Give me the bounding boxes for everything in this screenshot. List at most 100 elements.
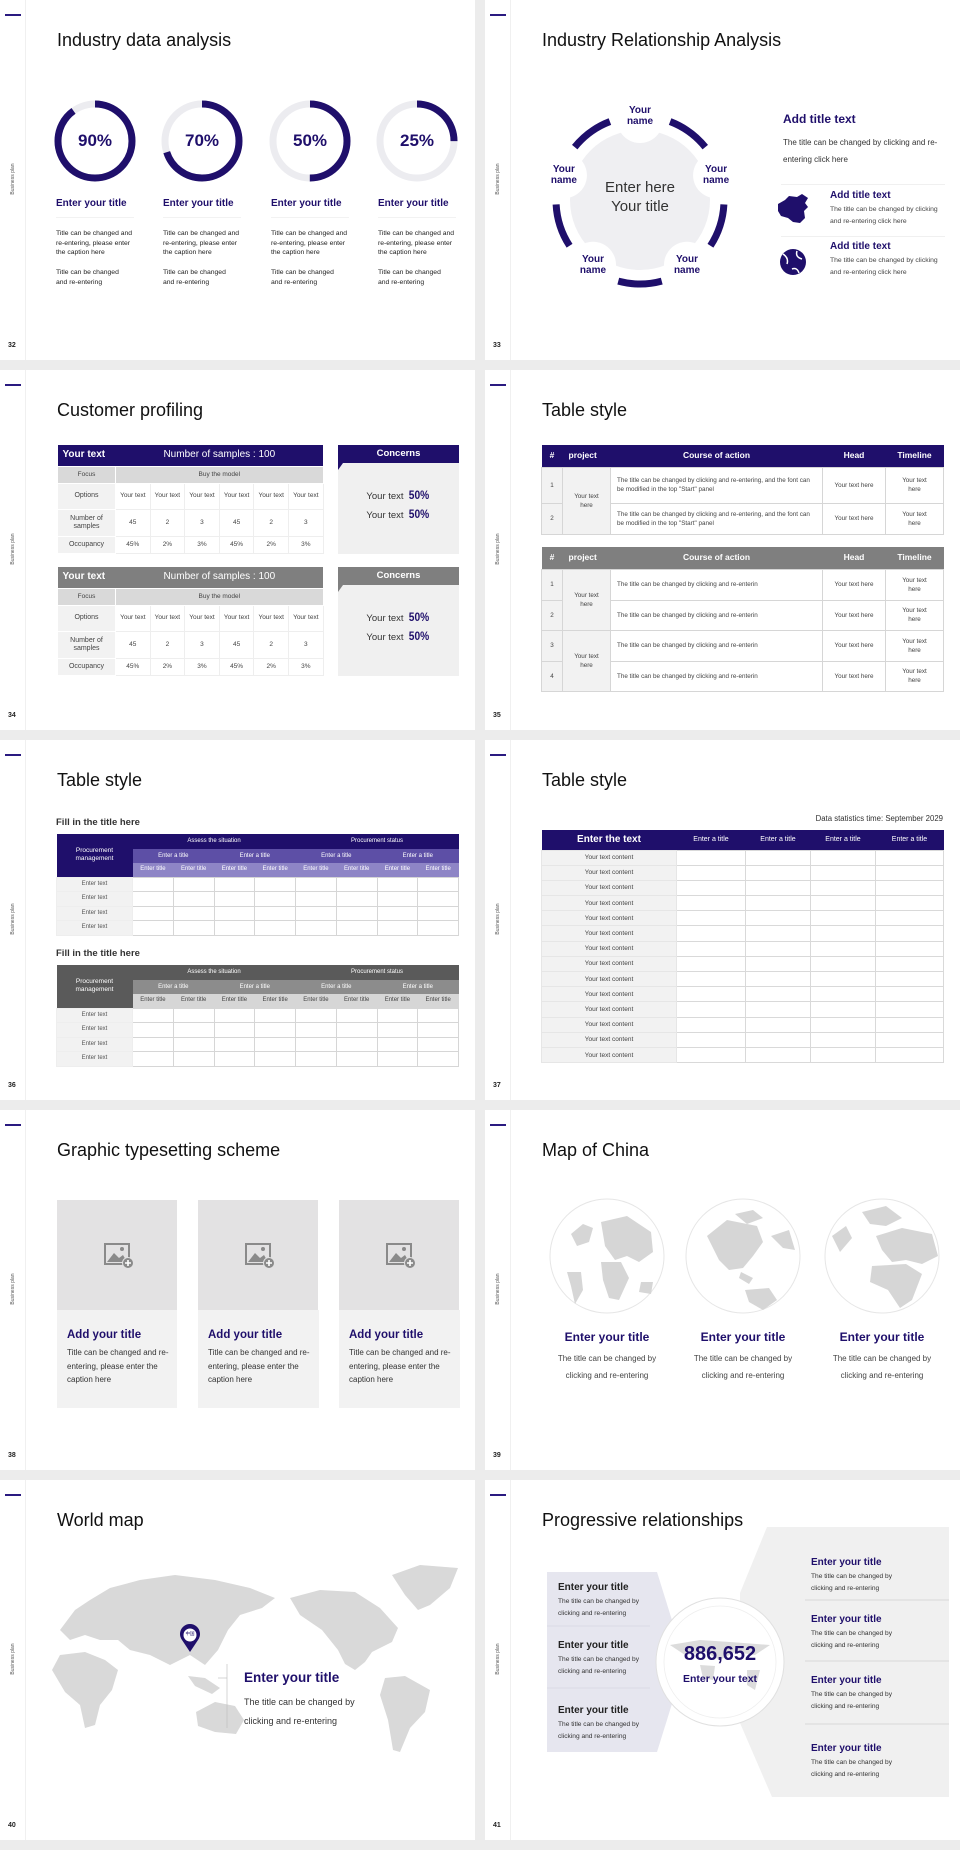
table-cell[interactable] [875, 1016, 944, 1033]
table-cell[interactable] [132, 920, 174, 936]
table-cell[interactable] [676, 986, 746, 1003]
table-cell[interactable] [810, 925, 876, 942]
table-cell[interactable] [810, 1046, 876, 1064]
table-cell[interactable] [132, 1022, 174, 1038]
table-cell[interactable] [875, 1031, 944, 1048]
slide-41[interactable]: Business plan 41 Progressive relationships… [485, 1480, 960, 1840]
table-cell[interactable] [172, 920, 215, 936]
table-cell[interactable] [295, 1036, 337, 1052]
table-cell[interactable] [676, 1016, 746, 1033]
slide-40[interactable]: Business plan 40 World map 中国 Enter your tit… [0, 1480, 475, 1840]
table-cell[interactable] [132, 1036, 174, 1052]
table-cell[interactable] [213, 1051, 256, 1067]
table-cell[interactable] [172, 1007, 215, 1023]
table-cell[interactable] [875, 1001, 944, 1018]
table-cell[interactable] [335, 876, 378, 892]
table-cell[interactable] [172, 905, 215, 921]
table-cell[interactable] [254, 1036, 296, 1052]
table-cell[interactable] [132, 1007, 174, 1023]
table-cell[interactable] [376, 1051, 419, 1067]
table-cell[interactable] [172, 891, 215, 907]
table-cell[interactable] [875, 955, 944, 973]
table-cell[interactable] [810, 1031, 876, 1048]
table-cell[interactable] [417, 1036, 460, 1052]
table-cell[interactable] [676, 940, 746, 957]
table-cell[interactable] [875, 970, 944, 988]
table-cell[interactable] [213, 1036, 256, 1052]
action-cell[interactable]: The title can be changed by clicking and… [610, 629, 823, 662]
table-cell[interactable] [213, 1022, 256, 1038]
table-cell[interactable] [376, 891, 419, 907]
table-cell[interactable] [295, 891, 337, 907]
table-cell[interactable] [417, 1022, 460, 1038]
table-cell[interactable] [172, 876, 215, 892]
table-cell[interactable] [810, 940, 876, 957]
table-cell[interactable] [335, 920, 378, 936]
table-cell[interactable] [254, 1051, 296, 1067]
table-cell[interactable] [254, 1022, 296, 1038]
table-cell[interactable] [745, 940, 811, 957]
table-cell[interactable] [745, 910, 811, 927]
table-cell[interactable] [676, 970, 746, 988]
action-cell[interactable]: The title can be changed by clicking and… [610, 466, 823, 504]
table-cell[interactable] [745, 864, 811, 881]
table-cell[interactable] [376, 1007, 419, 1023]
table-cell[interactable] [676, 955, 746, 973]
table-cell[interactable] [335, 1051, 378, 1067]
table-cell[interactable] [810, 879, 876, 897]
table-cell[interactable] [213, 876, 256, 892]
table-cell[interactable] [132, 1051, 174, 1067]
table-cell[interactable] [417, 905, 460, 921]
table-cell[interactable] [376, 876, 419, 892]
table-cell[interactable] [745, 955, 811, 973]
slide-37[interactable]: Business plan 37 Table style Data statistic… [485, 740, 960, 1100]
table-cell[interactable] [676, 849, 746, 866]
table-cell[interactable] [676, 864, 746, 881]
table-cell[interactable] [810, 910, 876, 927]
table-cell[interactable] [875, 910, 944, 927]
table-cell[interactable] [745, 970, 811, 988]
table-cell[interactable] [745, 1031, 811, 1048]
table-cell[interactable] [335, 905, 378, 921]
table-cell[interactable] [745, 849, 811, 866]
slide-34[interactable]: Business plan 34 Customer profiling Your te… [0, 370, 475, 730]
table-cell[interactable] [295, 1022, 337, 1038]
image-placeholder[interactable] [339, 1200, 459, 1310]
action-cell[interactable]: The title can be changed by clicking and… [610, 502, 823, 535]
table-cell[interactable] [213, 1007, 256, 1023]
table-cell[interactable] [335, 891, 378, 907]
table-cell[interactable] [875, 895, 944, 912]
action-cell[interactable]: The title can be changed by clicking and… [610, 568, 823, 601]
table-cell[interactable] [295, 1007, 337, 1023]
table-cell[interactable] [745, 1001, 811, 1018]
table-cell[interactable] [417, 876, 460, 892]
slide-36[interactable]: Business plan 36 Table style Fill in the ti… [0, 740, 475, 1100]
table-cell[interactable] [376, 905, 419, 921]
table-cell[interactable] [745, 1016, 811, 1033]
table-cell[interactable] [335, 1007, 378, 1023]
table-cell[interactable] [875, 849, 944, 866]
table-cell[interactable] [810, 895, 876, 912]
table-cell[interactable] [810, 955, 876, 973]
table-cell[interactable] [417, 920, 460, 936]
table-cell[interactable] [810, 1001, 876, 1018]
table-cell[interactable] [213, 905, 256, 921]
table-cell[interactable] [417, 891, 460, 907]
table-cell[interactable] [810, 849, 876, 866]
table-cell[interactable] [676, 1046, 746, 1064]
slide-33[interactable]: Business plan 33 Industry Relationship Ana… [485, 0, 960, 360]
image-placeholder[interactable] [57, 1200, 177, 1310]
action-cell[interactable]: The title can be changed by clicking and… [610, 660, 823, 692]
table-cell[interactable] [875, 879, 944, 897]
image-placeholder[interactable] [198, 1200, 318, 1310]
table-cell[interactable] [875, 925, 944, 942]
table-cell[interactable] [132, 891, 174, 907]
table-cell[interactable] [676, 910, 746, 927]
action-cell[interactable]: The title can be changed by clicking and… [610, 599, 823, 631]
table-cell[interactable] [875, 940, 944, 957]
table-cell[interactable] [376, 1036, 419, 1052]
table-cell[interactable] [875, 864, 944, 881]
table-cell[interactable] [676, 925, 746, 942]
table-cell[interactable] [254, 891, 296, 907]
slide-35[interactable]: Business plan 35 Table style # project Course… [485, 370, 960, 730]
